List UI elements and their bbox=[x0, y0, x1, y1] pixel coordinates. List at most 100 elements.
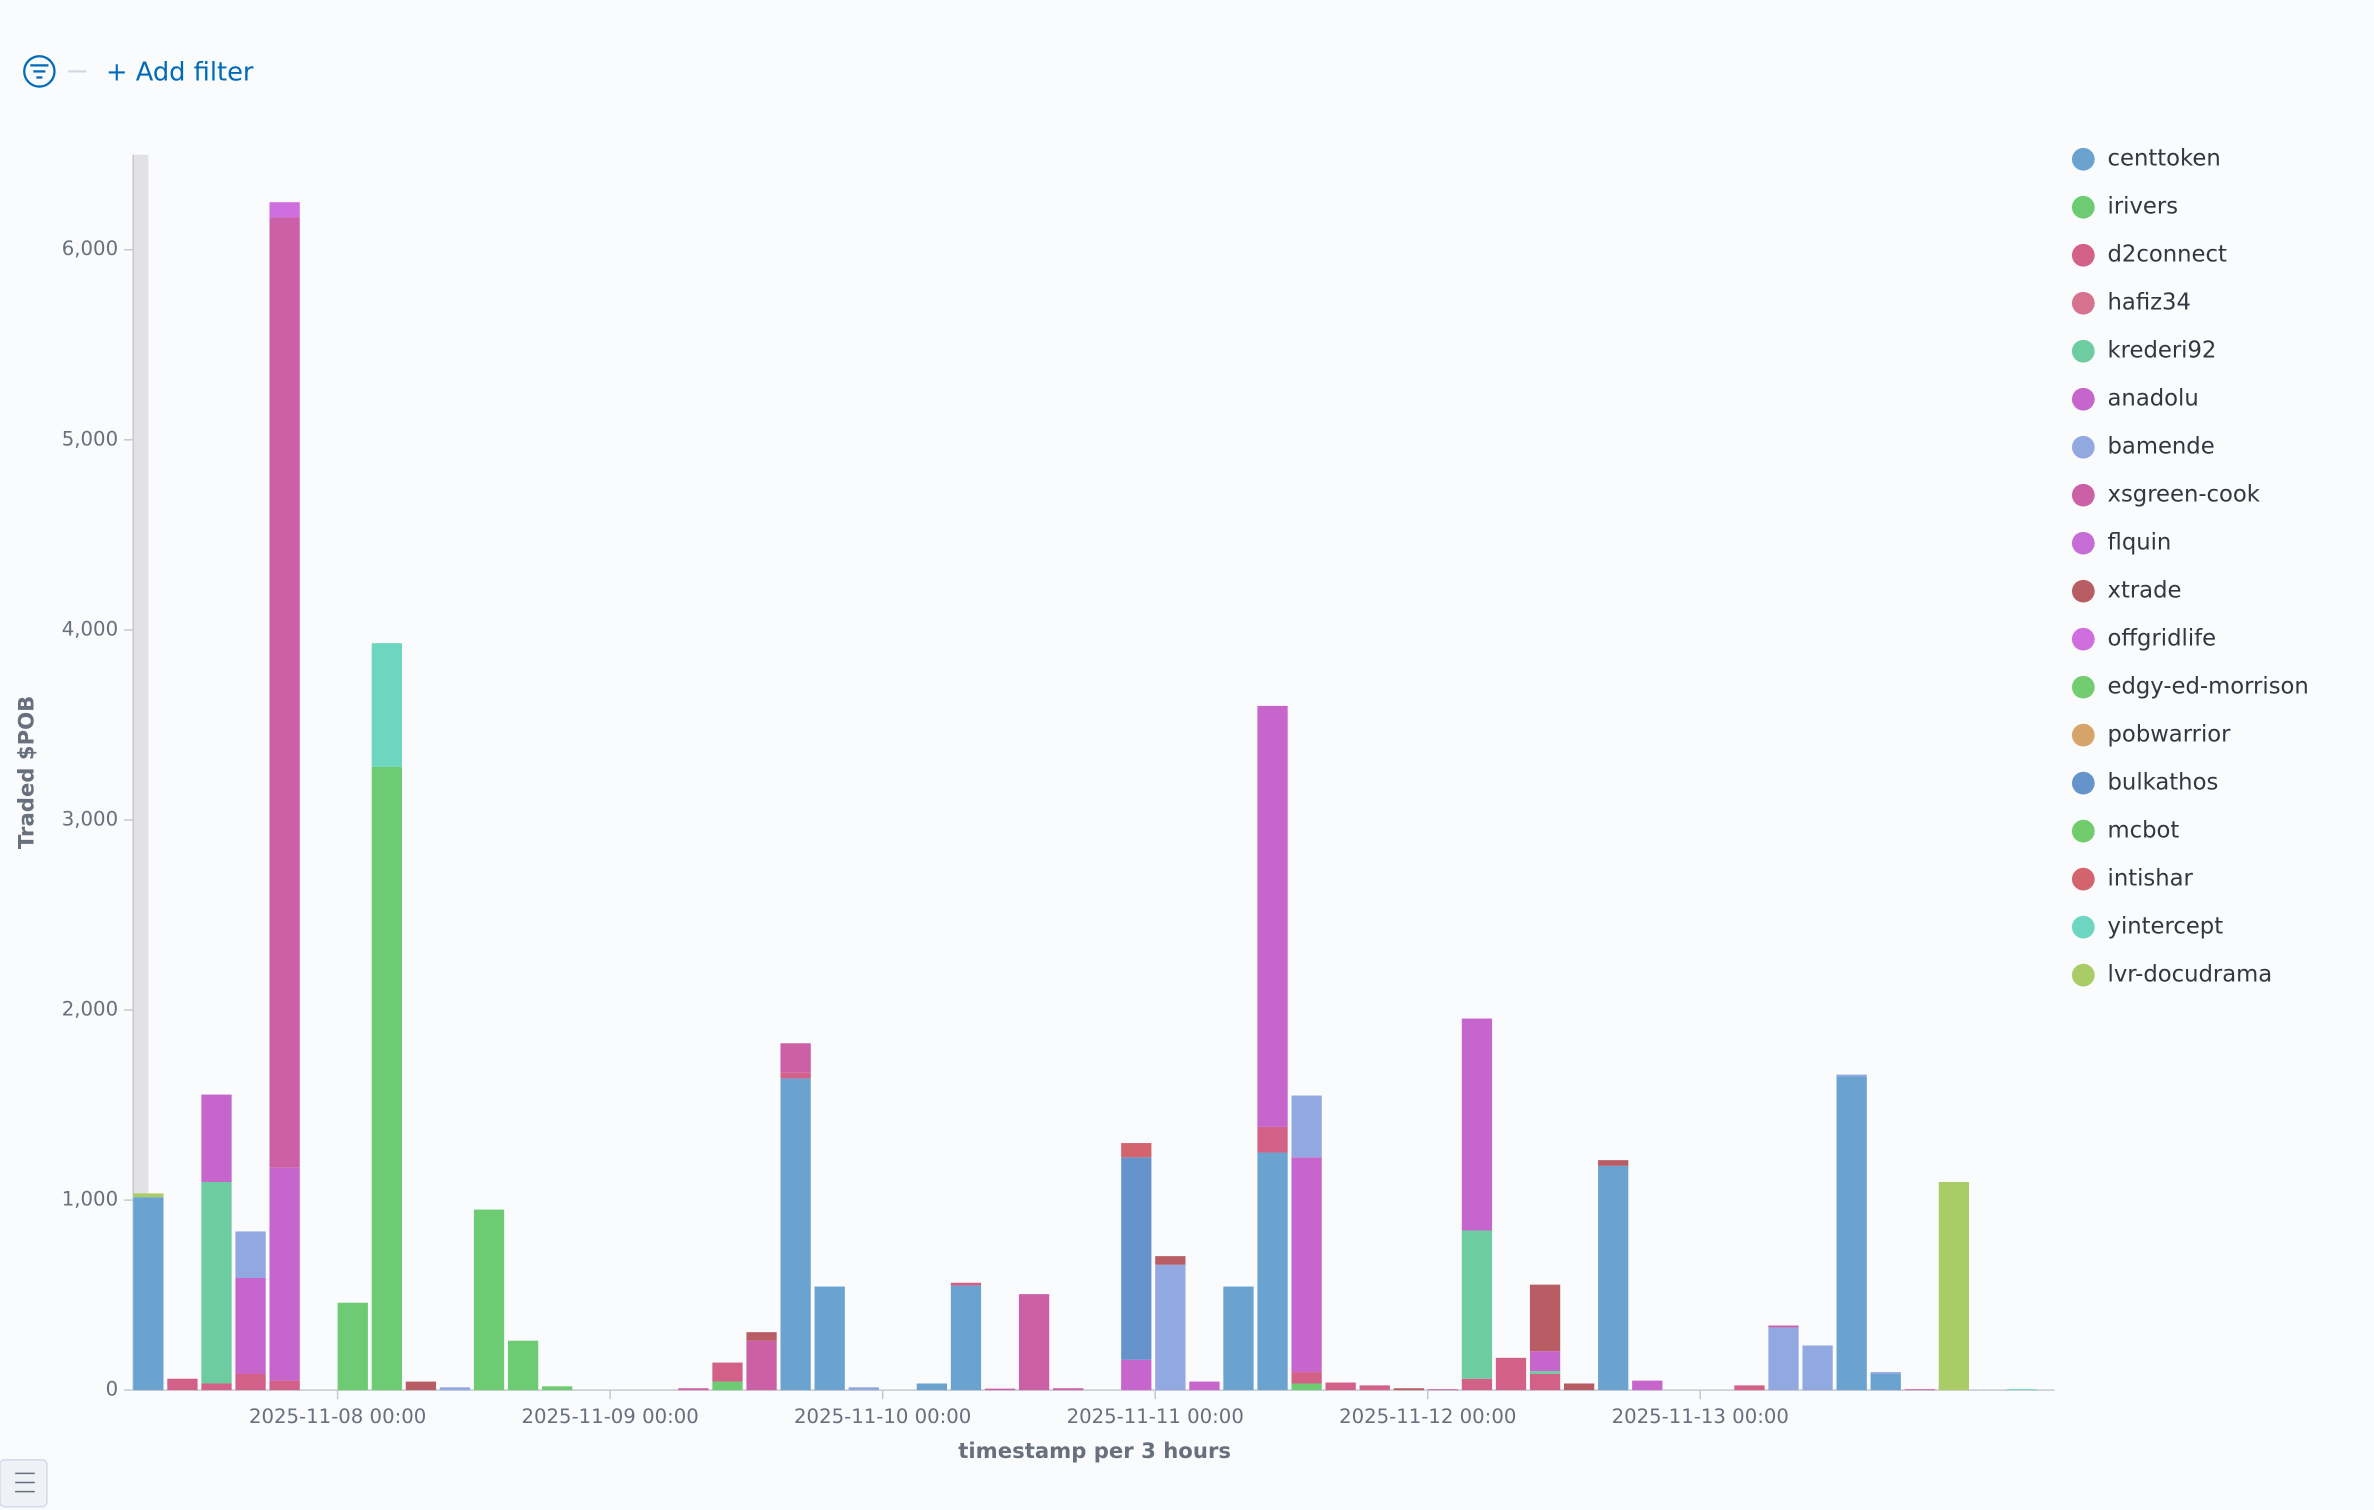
legend-swatch bbox=[2071, 531, 2095, 555]
legend-swatch bbox=[2071, 675, 2095, 699]
bar-segment bbox=[984, 1388, 1016, 1391]
bar-segment bbox=[1461, 1230, 1493, 1379]
bar-segment bbox=[746, 1332, 777, 1341]
bar-segment bbox=[1836, 1074, 1867, 1077]
legend-text[interactable]: xsgreen-cook bbox=[2108, 482, 2261, 508]
legend-text[interactable]: bulkathos bbox=[2108, 770, 2219, 796]
legend-swatch bbox=[2071, 627, 2095, 651]
bar-segment bbox=[1121, 1157, 1152, 1360]
legend-swatch bbox=[2071, 867, 2095, 891]
filter-icon[interactable] bbox=[23, 55, 56, 88]
y-axis-title: Traded $POB bbox=[13, 696, 38, 849]
legend-swatch bbox=[2071, 771, 2095, 795]
legend-swatch bbox=[2071, 147, 2095, 171]
bar-segment bbox=[269, 217, 300, 1168]
legend-swatch bbox=[2071, 915, 2095, 939]
legend-swatch bbox=[2071, 195, 2095, 219]
bar-segment bbox=[1257, 1126, 1288, 1153]
bar-segment bbox=[201, 1383, 232, 1391]
bar-segment bbox=[1257, 705, 1288, 1127]
bar-segment bbox=[1053, 1388, 1084, 1391]
bar-segment bbox=[1529, 1351, 1561, 1372]
bar-segment bbox=[1938, 1182, 1969, 1391]
bar-segment bbox=[1598, 1165, 1629, 1391]
bar-segment bbox=[201, 1094, 232, 1183]
legend-text[interactable]: bamende bbox=[2108, 434, 2215, 460]
bar-segment bbox=[1529, 1371, 1561, 1374]
bar-segment bbox=[1768, 1325, 1799, 1328]
y-tick-label: 6,000 bbox=[62, 237, 118, 260]
y-tick-label: 1,000 bbox=[62, 1188, 118, 1211]
bar-segment bbox=[1563, 1383, 1595, 1391]
legend-text[interactable]: edgy-ed-morrison bbox=[2108, 674, 2309, 700]
bar-segment bbox=[1904, 1389, 1935, 1391]
bar-segment bbox=[1291, 1372, 1322, 1384]
legend-text[interactable]: irivers bbox=[2108, 194, 2179, 220]
legend-text[interactable]: hafiz34 bbox=[2108, 290, 2191, 316]
bar-segment bbox=[337, 1302, 368, 1391]
bar-segment bbox=[780, 1072, 811, 1079]
legend-text[interactable]: pobwarrior bbox=[2108, 722, 2232, 748]
filter-bar: + Add filter bbox=[23, 55, 254, 88]
x-tick-label: 2025-11-11 00:00 bbox=[1067, 1405, 1244, 1428]
bar-segment bbox=[1495, 1357, 1527, 1391]
bar-segment bbox=[371, 643, 402, 767]
bar-segment bbox=[269, 1380, 300, 1391]
legend-text[interactable]: xtrade bbox=[2108, 578, 2182, 604]
bar-segment bbox=[848, 1387, 879, 1391]
x-tick-label: 2025-11-13 00:00 bbox=[1612, 1405, 1789, 1428]
legend-text[interactable]: lvr-docudrama bbox=[2108, 962, 2273, 988]
bar-segment bbox=[1734, 1385, 1765, 1391]
legend-swatch bbox=[2071, 723, 2095, 747]
bar-segment bbox=[269, 202, 300, 218]
bar-segment bbox=[2006, 1389, 2038, 1391]
bar-segment bbox=[1223, 1286, 1254, 1391]
legend-text[interactable]: intishar bbox=[2108, 866, 2194, 892]
legend-text[interactable]: yintercept bbox=[2108, 914, 2224, 940]
legend-swatch bbox=[2071, 819, 2095, 843]
bar-segment bbox=[1836, 1076, 1867, 1391]
y-tick-label: 0 bbox=[106, 1378, 119, 1401]
list-toggle[interactable] bbox=[0, 1459, 48, 1508]
bar-segment bbox=[1189, 1381, 1220, 1391]
legend-text[interactable]: centtoken bbox=[2108, 146, 2221, 172]
bar-segment bbox=[1461, 1018, 1493, 1231]
bar-segment bbox=[1870, 1373, 1901, 1391]
bar-segment bbox=[1325, 1382, 1356, 1391]
bar-segment bbox=[542, 1386, 573, 1391]
bar-segment bbox=[1529, 1284, 1561, 1352]
x-axis-title: timestamp per 3 hours bbox=[958, 1438, 1231, 1463]
bar-segment bbox=[1121, 1359, 1152, 1391]
add-filter[interactable]: + Add filter bbox=[106, 57, 254, 87]
bar-segment bbox=[1802, 1345, 1833, 1391]
bar-segment bbox=[950, 1285, 982, 1391]
legend-text[interactable]: krederi92 bbox=[2108, 338, 2217, 364]
bar-segment bbox=[1155, 1256, 1186, 1265]
bar-segment bbox=[950, 1282, 982, 1286]
bar-segment bbox=[269, 1167, 300, 1381]
bar-segment bbox=[780, 1078, 811, 1391]
bar-segment bbox=[1632, 1380, 1663, 1391]
bar-segment bbox=[1018, 1294, 1050, 1391]
legend-text[interactable]: offgridlife bbox=[2108, 626, 2217, 652]
bar-segment bbox=[712, 1381, 743, 1391]
legend-text[interactable]: flquin bbox=[2108, 530, 2172, 556]
bar-segment bbox=[712, 1362, 743, 1382]
bar-segment bbox=[814, 1286, 845, 1391]
bar-segment bbox=[473, 1209, 505, 1391]
bar-segment bbox=[507, 1340, 539, 1391]
x-tick-label: 2025-11-12 00:00 bbox=[1339, 1405, 1516, 1428]
x-tick-label: 2025-11-10 00:00 bbox=[794, 1405, 971, 1428]
legend-swatch bbox=[2071, 963, 2095, 987]
legend-text[interactable]: mcbot bbox=[2108, 818, 2180, 844]
bar-segment bbox=[439, 1387, 471, 1391]
legend-swatch bbox=[2071, 483, 2095, 507]
legend-swatch bbox=[2071, 435, 2095, 459]
bar-segment bbox=[133, 1197, 164, 1391]
bar-segment bbox=[1121, 1143, 1152, 1158]
bar-segment bbox=[1427, 1389, 1459, 1391]
legend-text[interactable]: d2connect bbox=[2108, 242, 2227, 268]
bar-segment bbox=[201, 1182, 232, 1384]
legend-text[interactable]: anadolu bbox=[2108, 386, 2199, 412]
